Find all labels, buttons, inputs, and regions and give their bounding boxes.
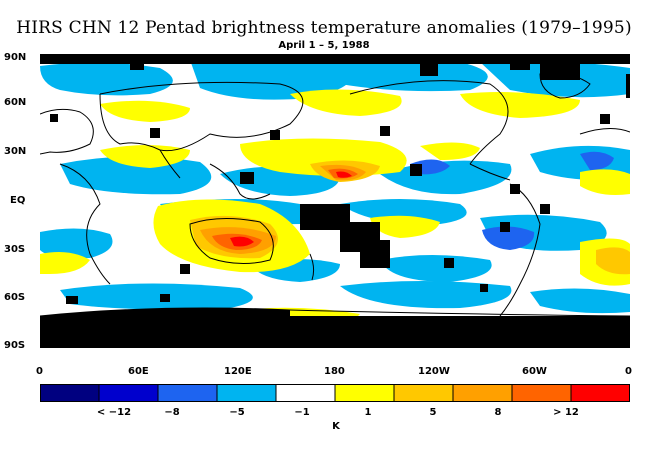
y-tick-label: 90S [4,340,26,351]
colorbar-label: −8 [164,407,180,418]
map-title: HIRS CHN 12 Pentad brightness temperatur… [16,18,632,38]
colorbar-label: < −12 [96,407,132,418]
colorbar-label: 5 [429,407,437,418]
y-tick-label: 60N [4,97,27,108]
colorbar-swatch [158,384,218,402]
anomaly-map [40,54,630,348]
y-tick-label: 30S [4,244,26,255]
x-tick-label: 0 [36,366,43,377]
colorbar-label: −5 [229,407,245,418]
x-tick-label: 120W [418,366,450,377]
colorbar-swatch [571,384,630,402]
x-tick-label: 180 [324,366,345,377]
extreme-positive-anomaly-regions [230,171,352,247]
colorbar-label: 1 [364,407,372,418]
colorbar [40,384,630,402]
x-tick-label: 60E [128,366,149,377]
colorbar-swatch [40,384,100,402]
y-tick-label: 90N [4,52,27,63]
strong-negative-anomaly-regions [410,151,614,250]
colorbar-swatch [453,384,513,402]
colorbar-swatch [335,384,395,402]
colorbar-unit: K [332,421,340,432]
colorbar-swatch [394,384,454,402]
x-tick-label: 60W [522,366,547,377]
colorbar-label: > 12 [553,407,579,418]
colorbar-swatch [99,384,159,402]
y-tick-label: 30N [4,146,27,157]
colorbar-swatch [512,384,572,402]
colorbar-swatch [276,384,336,402]
map-subtitle: April 1 – 5, 1988 [278,40,370,51]
y-tick-label: 60S [4,292,26,303]
missing-data-areas [40,54,630,348]
colorbar-label: 8 [494,407,502,418]
colorbar-label: −1 [294,407,310,418]
y-tick-label: EQ [10,195,26,206]
colorbar-swatch [217,384,277,402]
x-tick-label: 120E [224,366,252,377]
x-tick-label: 0 [625,366,632,377]
coastlines [40,72,630,317]
